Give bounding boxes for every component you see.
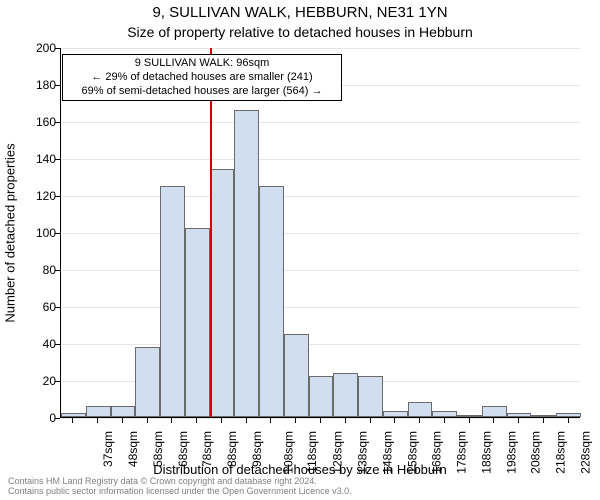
annotation-line: 69% of semi-detached houses are larger (… bbox=[67, 85, 337, 99]
x-tick-label: 98sqm bbox=[250, 431, 264, 467]
plot-area bbox=[60, 48, 580, 418]
x-tick-mark bbox=[221, 418, 222, 423]
x-tick-mark bbox=[444, 418, 445, 423]
histogram-bar bbox=[333, 373, 358, 417]
x-tick-label: 68sqm bbox=[176, 431, 190, 467]
histogram-bar bbox=[358, 376, 383, 417]
x-tick-mark bbox=[518, 418, 519, 423]
annotation-line: 9 SULLIVAN WALK: 96sqm bbox=[67, 57, 337, 71]
histogram-bar bbox=[259, 186, 284, 417]
x-tick-label: 88sqm bbox=[225, 431, 239, 467]
y-tick-label: 80 bbox=[16, 263, 56, 277]
x-tick-mark bbox=[370, 418, 371, 423]
x-tick-label: 78sqm bbox=[200, 431, 214, 467]
histogram-bar bbox=[383, 411, 408, 417]
annotation-line: ← 29% of detached houses are smaller (24… bbox=[67, 71, 337, 85]
x-tick-label: 208sqm bbox=[529, 431, 543, 474]
histogram-bar bbox=[284, 334, 309, 417]
footer-credits: Contains HM Land Registry data © Crown c… bbox=[8, 477, 352, 497]
x-tick-label: 178sqm bbox=[455, 431, 469, 474]
y-gridline bbox=[61, 344, 580, 345]
x-tick-mark bbox=[196, 418, 197, 423]
x-tick-mark bbox=[295, 418, 296, 423]
x-tick-mark bbox=[469, 418, 470, 423]
y-gridline bbox=[61, 196, 580, 197]
x-tick-label: 168sqm bbox=[430, 431, 444, 474]
x-tick-label: 188sqm bbox=[480, 431, 494, 474]
histogram-bar bbox=[482, 406, 507, 417]
x-tick-label: 218sqm bbox=[554, 431, 568, 474]
x-tick-mark bbox=[97, 418, 98, 423]
histogram-bar bbox=[86, 406, 111, 417]
histogram-bar bbox=[309, 376, 334, 417]
x-tick-label: 198sqm bbox=[504, 431, 518, 474]
title-subtitle: Size of property relative to detached ho… bbox=[0, 24, 600, 40]
y-tick-label: 160 bbox=[16, 115, 56, 129]
histogram-bar bbox=[160, 186, 185, 417]
histogram-bar bbox=[111, 406, 136, 417]
x-tick-label: 158sqm bbox=[405, 431, 419, 474]
y-gridline bbox=[61, 122, 580, 123]
x-tick-mark bbox=[394, 418, 395, 423]
histogram-bar bbox=[135, 347, 160, 417]
y-gridline bbox=[61, 307, 580, 308]
y-tick-label: 20 bbox=[16, 374, 56, 388]
histogram-bar bbox=[531, 415, 556, 417]
title-address: 9, SULLIVAN WALK, HEBBURN, NE31 1YN bbox=[0, 4, 600, 21]
y-gridline bbox=[61, 159, 580, 160]
x-tick-mark bbox=[122, 418, 123, 423]
x-tick-label: 58sqm bbox=[151, 431, 165, 467]
x-tick-label: 148sqm bbox=[380, 431, 394, 474]
x-tick-mark bbox=[147, 418, 148, 423]
chart-container: 9, SULLIVAN WALK, HEBBURN, NE31 1YN Size… bbox=[0, 0, 600, 500]
x-tick-mark bbox=[345, 418, 346, 423]
x-tick-mark bbox=[419, 418, 420, 423]
reference-line bbox=[210, 48, 212, 417]
y-tick-label: 40 bbox=[16, 337, 56, 351]
y-tick-label: 140 bbox=[16, 152, 56, 166]
histogram-bar bbox=[210, 169, 235, 417]
x-tick-mark bbox=[568, 418, 569, 423]
histogram-bar bbox=[185, 228, 210, 417]
y-tick-label: 120 bbox=[16, 189, 56, 203]
x-tick-mark bbox=[72, 418, 73, 423]
x-tick-mark bbox=[320, 418, 321, 423]
histogram-bar bbox=[457, 415, 482, 417]
footer-line2: Contains public sector information licen… bbox=[8, 487, 352, 497]
y-tick-label: 60 bbox=[16, 300, 56, 314]
histogram-bar bbox=[556, 413, 581, 417]
x-tick-mark bbox=[543, 418, 544, 423]
histogram-bar bbox=[61, 413, 86, 417]
histogram-bar bbox=[432, 411, 457, 417]
histogram-bar bbox=[408, 402, 433, 417]
x-tick-mark bbox=[171, 418, 172, 423]
x-tick-mark bbox=[246, 418, 247, 423]
x-tick-mark bbox=[270, 418, 271, 423]
x-tick-mark bbox=[493, 418, 494, 423]
y-gridline bbox=[61, 48, 580, 49]
x-tick-label: 228sqm bbox=[579, 431, 593, 474]
annotation-box: 9 SULLIVAN WALK: 96sqm← 29% of detached … bbox=[62, 54, 342, 101]
x-tick-label: 138sqm bbox=[356, 431, 370, 474]
x-tick-label: 37sqm bbox=[101, 431, 115, 467]
y-tick-label: 180 bbox=[16, 78, 56, 92]
y-tick-label: 0 bbox=[16, 411, 56, 425]
y-tick-label: 100 bbox=[16, 226, 56, 240]
x-tick-label: 108sqm bbox=[281, 431, 295, 474]
y-gridline bbox=[61, 270, 580, 271]
x-tick-label: 48sqm bbox=[126, 431, 140, 467]
histogram-bar bbox=[234, 110, 259, 417]
y-gridline bbox=[61, 233, 580, 234]
x-tick-label: 118sqm bbox=[305, 431, 319, 473]
x-tick-label: 128sqm bbox=[331, 431, 345, 474]
y-tick-label: 200 bbox=[16, 41, 56, 55]
histogram-bar bbox=[507, 413, 532, 417]
